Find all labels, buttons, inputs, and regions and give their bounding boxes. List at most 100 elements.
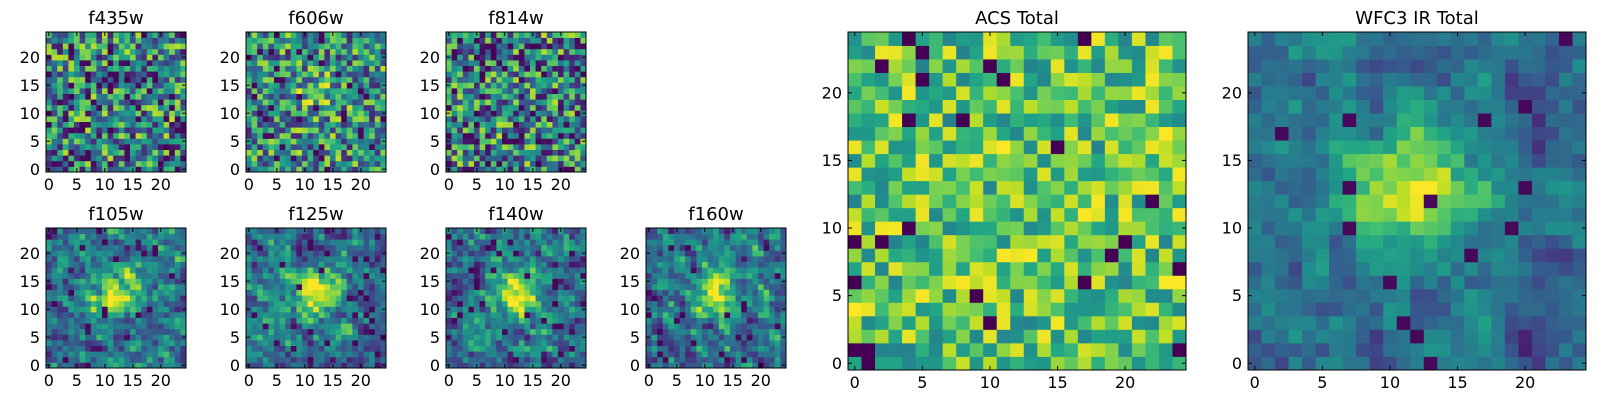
- heatmap-cell: [130, 345, 136, 352]
- heatmap-cell: [702, 345, 708, 352]
- heatmap-cell: [90, 99, 97, 106]
- heatmap-cell: [180, 261, 187, 268]
- heatmap-cell: [451, 82, 458, 89]
- heatmap-cell: [180, 272, 187, 279]
- heatmap-cell: [374, 144, 381, 150]
- heatmap-cell: [662, 267, 669, 274]
- heatmap-cell: [651, 306, 658, 313]
- heatmap-cell: [552, 132, 559, 139]
- heatmap-cell: [374, 239, 381, 246]
- heatmap-cell: [341, 132, 348, 139]
- heatmap-cell: [174, 351, 181, 358]
- heatmap-cell: [68, 334, 75, 341]
- heatmap-cell: [496, 345, 503, 352]
- heatmap-cell: [752, 278, 759, 285]
- heatmap-cell: [274, 284, 280, 290]
- heatmap-cell: [296, 306, 303, 313]
- heatmap-cell: [262, 54, 269, 61]
- heatmap-cell: [535, 37, 542, 44]
- heatmap-cell: [246, 256, 252, 262]
- heatmap-cell: [507, 43, 514, 50]
- heatmap-cell: [462, 93, 469, 100]
- heatmap-cell: [330, 289, 336, 296]
- heatmap-cell: [74, 244, 80, 251]
- heatmap-cell: [335, 356, 342, 363]
- heatmap-cell: [541, 149, 548, 156]
- heatmap-cell: [679, 233, 686, 240]
- heatmap-cell: [313, 43, 320, 50]
- heatmap-cell: [552, 48, 559, 55]
- heatmap-cell: [257, 99, 264, 106]
- heatmap-cell: [541, 284, 548, 290]
- heatmap-cell: [290, 323, 297, 330]
- heatmap-cell: [313, 289, 320, 296]
- heatmap-cell: [546, 32, 553, 38]
- heatmap-cell: [335, 144, 342, 150]
- heatmap-cell: [246, 351, 252, 358]
- heatmap-cell: [135, 323, 142, 330]
- heatmap-cell: [1064, 356, 1079, 371]
- heatmap-cell: [507, 250, 514, 257]
- heatmap-cell: [124, 356, 131, 363]
- heatmap-cell: [502, 93, 508, 100]
- heatmap-cell: [718, 306, 725, 313]
- heatmap-cell: [313, 261, 320, 268]
- heatmap-cell: [96, 345, 103, 352]
- heatmap-cell: [485, 345, 492, 352]
- heatmap-cell: [730, 340, 736, 346]
- heatmap-cell: [552, 295, 559, 302]
- heatmap-cell: [769, 300, 776, 307]
- heatmap-cell: [462, 362, 469, 369]
- heatmap-cell: [569, 300, 576, 307]
- heatmap-cell: [746, 239, 753, 246]
- heatmap-cell: [558, 93, 564, 100]
- heatmap-cell: [485, 334, 492, 341]
- heatmap-cell: [558, 250, 564, 257]
- heatmap-cell: [346, 334, 353, 341]
- heatmap-cell: [485, 71, 492, 78]
- heatmap-cell: [262, 160, 269, 167]
- heatmap-cell: [713, 244, 720, 251]
- heatmap-cell: [51, 267, 58, 274]
- heatmap-cell: [346, 362, 353, 369]
- heatmap-cell: [474, 295, 480, 302]
- heatmap-cell: [113, 76, 120, 83]
- heatmap-cell: [163, 82, 170, 89]
- heatmap-cell: [569, 356, 576, 363]
- heatmap-cell: [502, 76, 508, 83]
- heatmap-cell: [107, 340, 114, 346]
- heatmap-cell: [118, 32, 125, 38]
- heatmap-cell: [457, 127, 464, 134]
- heatmap-cell: [107, 284, 114, 290]
- heatmap-cell: [574, 110, 581, 117]
- heatmap-cell: [174, 138, 181, 145]
- heatmap-cell: [79, 334, 86, 341]
- heatmap-cell: [462, 340, 469, 346]
- heatmap-cell: [535, 289, 542, 296]
- heatmap-cell: [352, 284, 359, 290]
- heatmap-cell: [696, 233, 703, 240]
- heatmap-cell: [690, 300, 697, 307]
- heatmap-cell: [341, 323, 348, 330]
- heatmap-cell: [302, 340, 308, 346]
- heatmap-cell: [135, 155, 142, 162]
- heatmap-cell: [163, 65, 170, 72]
- heatmap-cell: [479, 239, 486, 246]
- heatmap-cell: [274, 351, 280, 358]
- heatmap-cell: [152, 250, 159, 257]
- heatmap-cell: [341, 116, 348, 122]
- heatmap-cell: [490, 48, 497, 55]
- heatmap-cell: [107, 362, 114, 369]
- heatmap-cell: [152, 306, 159, 313]
- heatmap-cell: [152, 110, 159, 117]
- heatmap-cell: [374, 88, 381, 94]
- heatmap-cell: [524, 345, 531, 352]
- heatmap-cell: [558, 144, 564, 150]
- heatmap-cell: [307, 244, 314, 251]
- heatmap-cell: [369, 323, 376, 330]
- heatmap-cell: [496, 149, 503, 156]
- heatmap-cell: [57, 160, 64, 167]
- heatmap-cell: [490, 32, 497, 38]
- heatmap-cell: [285, 239, 292, 246]
- heatmap-cell: [741, 272, 748, 279]
